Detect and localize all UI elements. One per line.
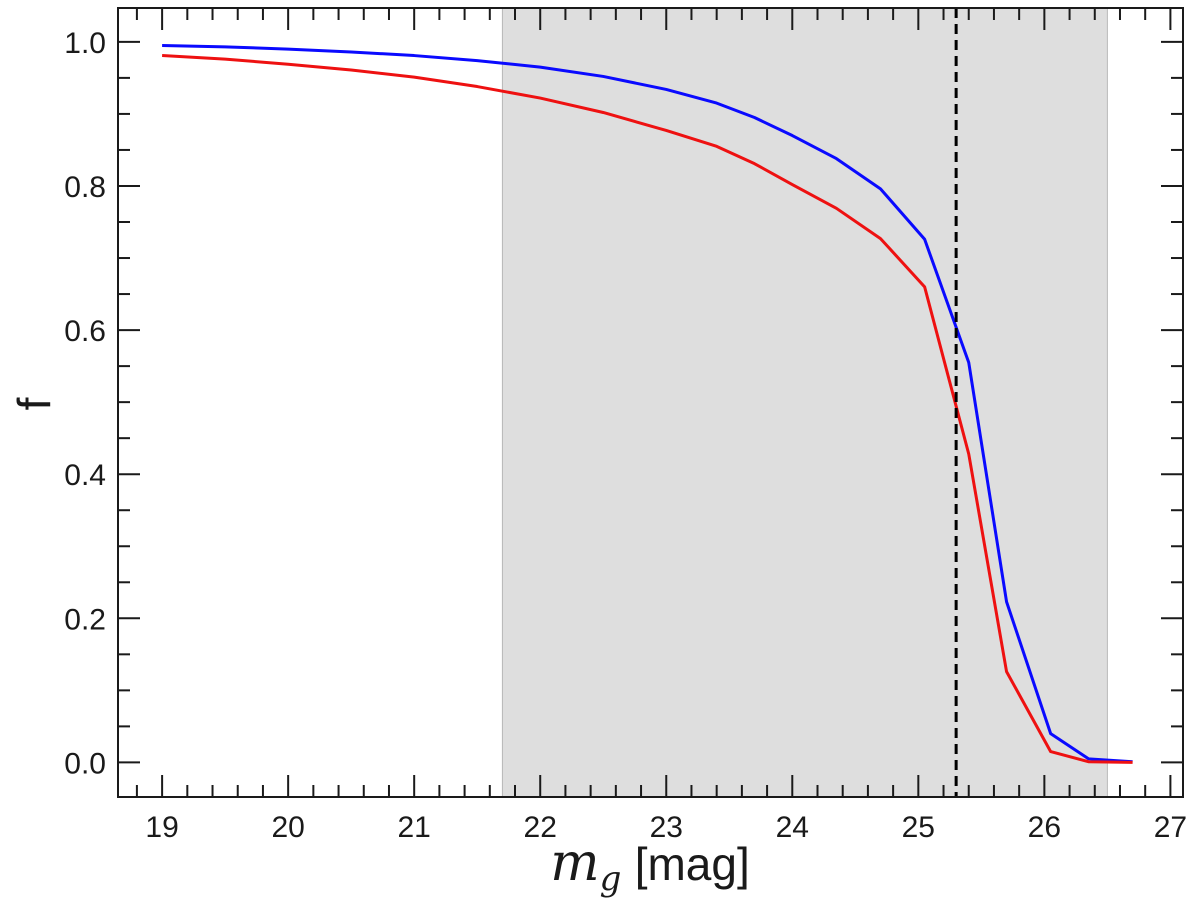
x-tick-label: 19 (145, 811, 178, 844)
x-tick-label: 26 (1028, 811, 1061, 844)
series-layer (162, 43, 1133, 764)
ticks-layer (118, 8, 1183, 797)
shaded-region-layer (501, 7, 1108, 798)
x-axis-symbol: m (550, 833, 599, 893)
y-tick-label: 0.4 (64, 459, 106, 492)
y-tick-label: 0.6 (64, 315, 106, 348)
x-tick-label: 22 (524, 811, 557, 844)
x-axis-label: mg [mag] (550, 833, 749, 899)
y-tick-label: 0.0 (64, 747, 106, 780)
x-tick-label: 20 (271, 811, 304, 844)
y-tick-label: 0.2 (64, 603, 106, 636)
x-axis-unit: [mag] (635, 838, 750, 890)
shaded-region (501, 7, 1108, 798)
y-tick-label: 1.0 (64, 27, 106, 60)
y-tick-label: 0.8 (64, 171, 106, 204)
x-tick-label: 23 (650, 811, 683, 844)
y-axis-label: f (8, 397, 60, 410)
tick-labels-layer: 19 20 21 22 23 24 25 26 27 0.0 0.2 0.4 0.6 0.8 1.0 (64, 27, 1187, 844)
series-line-1 (162, 43, 1133, 764)
x-tick-label: 27 (1154, 811, 1187, 844)
x-tick-label: 24 (776, 811, 809, 844)
x-axis-subscript: g (600, 859, 622, 899)
series-line-2 (162, 54, 1133, 764)
x-tick-label: 25 (902, 811, 935, 844)
x-tick-label: 21 (397, 811, 430, 844)
